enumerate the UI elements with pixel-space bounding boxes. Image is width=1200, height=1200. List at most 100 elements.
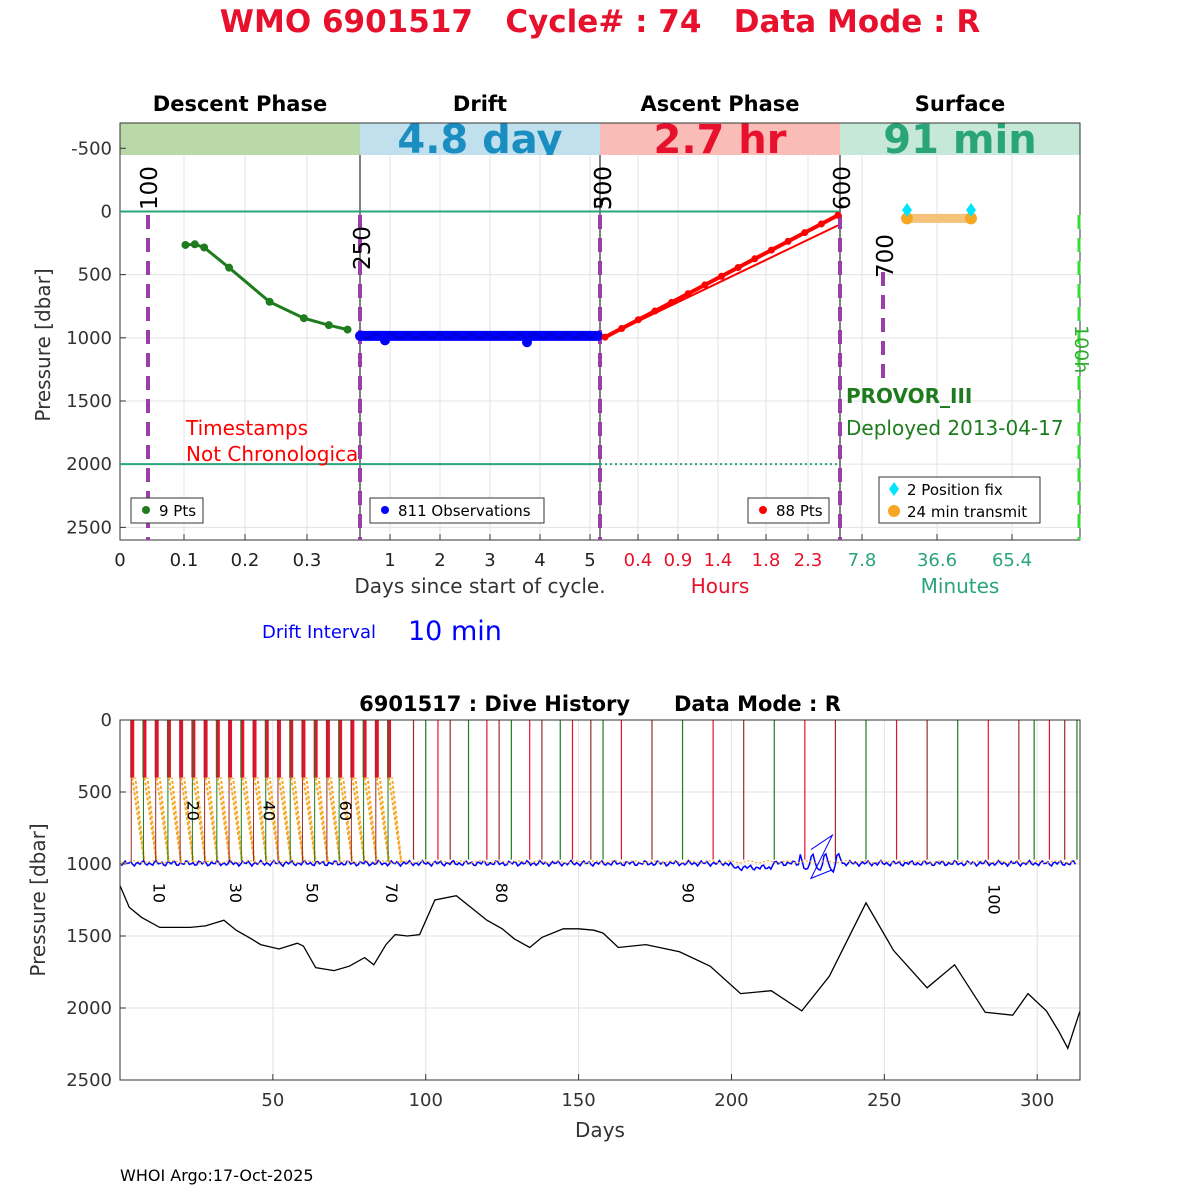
ascent-point	[684, 290, 692, 298]
note-timestamps: Timestamps	[185, 416, 308, 440]
legend-ascent: 88 Pts	[747, 497, 830, 524]
y-tick-label: 2000	[66, 998, 112, 1019]
x-tick-label: 200	[714, 1090, 748, 1111]
history-title: 6901517 : Dive History Data Mode : R	[359, 692, 841, 716]
cycle-label: 40	[260, 801, 279, 821]
ascent-point	[801, 229, 809, 237]
x-axis-label: Days	[575, 1118, 625, 1142]
x-tick-label: 300	[1020, 1090, 1054, 1111]
descent-point	[324, 321, 333, 330]
descent-point	[190, 240, 199, 249]
legend-marker	[759, 506, 767, 514]
phase-title: Surface	[915, 92, 1005, 116]
ascent-point	[651, 307, 659, 315]
legend-label: 88 Pts	[776, 502, 823, 520]
phase-band-3	[840, 123, 1080, 155]
x-axis-label-days: Days since start of cycle.	[354, 574, 605, 598]
transmit-point	[901, 212, 913, 225]
phase-title: Ascent Phase	[641, 92, 800, 116]
park-transit	[204, 777, 219, 863]
descent-point	[299, 314, 308, 323]
x-tick-label-2: 2.3	[794, 550, 823, 571]
ascent-point	[784, 237, 792, 245]
legend-marker	[888, 505, 900, 517]
legend-box	[369, 497, 545, 524]
x-tick-label-2: 0.9	[664, 550, 693, 571]
drift-interval-value: 10 min	[408, 616, 502, 647]
plot-frame	[119, 719, 1081, 1081]
marker-label: 500	[591, 166, 617, 210]
descent-point	[343, 325, 352, 334]
cycle-label: 10	[150, 883, 169, 903]
legend-marker	[381, 506, 389, 514]
park-transit	[375, 777, 391, 863]
ascent-point	[601, 333, 609, 341]
descent-point	[181, 240, 190, 249]
y-tick-label: 500	[78, 782, 112, 803]
drift-interval-label: Drift Interval	[262, 622, 376, 643]
ascent-point	[618, 324, 626, 332]
marker-label: 600	[830, 166, 856, 210]
phase-band-1	[360, 123, 600, 155]
plot-area	[120, 720, 1080, 1080]
x-tick-label-0: 0.1	[170, 550, 199, 571]
x-tick-label-3: 36.6	[917, 550, 957, 571]
x-tick-label-1: 2	[434, 550, 445, 571]
x-tick-label-2: 0.4	[624, 550, 653, 571]
transmit-point	[965, 212, 977, 225]
legend-label: 9 Pts	[159, 502, 196, 520]
marker-label: 100h	[1070, 325, 1092, 373]
ascent-point	[734, 264, 742, 272]
marker-label: 700	[873, 234, 899, 278]
drift-series-band	[358, 330, 600, 341]
ascent-point	[634, 316, 642, 324]
x-tick-label: 250	[867, 1090, 901, 1111]
dive-history-chart: 10 20 30 40 50 60 70 80 90 100 50 100 150 200 250 300 0 5…	[26, 692, 1081, 1142]
y-axis-label: Pressure [dbar]	[26, 823, 50, 976]
x-tick-label-3: 65.4	[992, 550, 1032, 571]
drift-point	[380, 335, 390, 346]
marker-label: 100	[137, 166, 163, 210]
cycle-label: 100	[984, 884, 1003, 915]
y-tick-label: -500	[71, 138, 112, 159]
x-tick-label-3: 7.8	[848, 550, 877, 571]
legend-descent: 9 Pts	[130, 497, 204, 524]
y-axis-label: Pressure [dbar]	[31, 268, 55, 421]
ascent-point	[767, 246, 775, 254]
y-tick-label: 1500	[66, 926, 112, 947]
cycle-label: 90	[679, 883, 698, 903]
drift-series-line	[357, 332, 599, 340]
legend-drift: 811 Observations	[369, 497, 545, 524]
park-transit	[216, 777, 232, 863]
x-tick-label: 150	[561, 1090, 595, 1111]
x-axis-label-minutes: Minutes	[921, 574, 1000, 598]
cycle-label: 70	[382, 883, 401, 903]
cycle-label: 30	[226, 883, 245, 903]
x-axis-label-hours: Hours	[691, 574, 750, 598]
ascent-point	[751, 255, 759, 263]
x-tick-label-2: 1.4	[704, 550, 733, 571]
y-tick-label: 1000	[66, 854, 112, 875]
bottom-depth-line	[119, 885, 1081, 1050]
ascent-point	[668, 298, 676, 306]
legend-marker	[142, 506, 150, 514]
y-tick-label: 2500	[66, 517, 112, 538]
drift-anomaly	[809, 833, 834, 880]
descent-point	[225, 263, 234, 272]
x-tick-label-2: 1.8	[752, 550, 781, 571]
y-tick-label: 0	[101, 201, 112, 222]
ascent-series-line-alt	[604, 224, 839, 339]
legend-label: 811 Observations	[398, 502, 531, 520]
legend-box	[130, 497, 204, 524]
drift-pressure-line	[120, 852, 1077, 874]
park-transit	[388, 777, 403, 863]
ascent-point	[834, 211, 842, 219]
note-not-chronological: Not Chronologica	[186, 442, 358, 466]
legend-label: 2 Position fix	[907, 481, 1003, 499]
y-tick-label: 0	[101, 710, 112, 731]
phase-band-0	[120, 123, 360, 155]
x-tick-label-1: 3	[484, 550, 495, 571]
legend-surface: 2 Position fix 24 min transmit	[878, 476, 1041, 524]
ascent-point	[817, 220, 825, 228]
